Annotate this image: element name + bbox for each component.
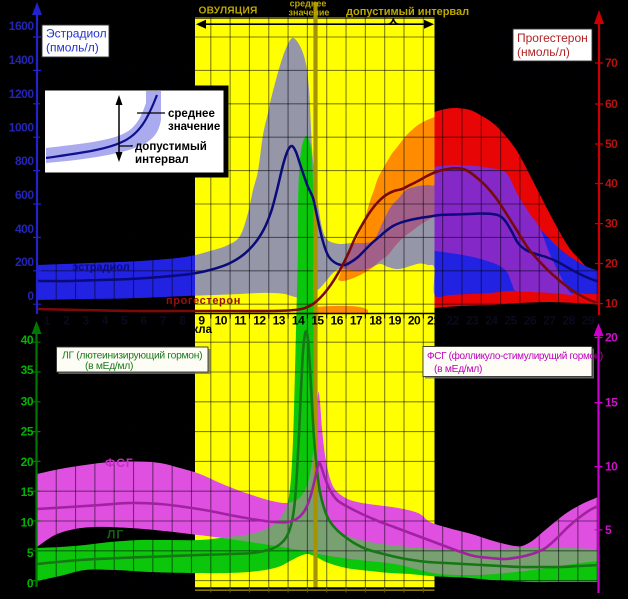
svg-text:(нмоль/л): (нмоль/л) — [517, 45, 570, 59]
svg-text:ЛГ: ЛГ — [107, 528, 124, 542]
svg-text:70: 70 — [605, 56, 618, 70]
svg-text:(пмоль/л): (пмоль/л) — [46, 41, 99, 55]
svg-text:7: 7 — [160, 314, 167, 328]
svg-text:1600: 1600 — [9, 19, 35, 33]
svg-text:10: 10 — [605, 460, 618, 474]
svg-text:19: 19 — [389, 314, 402, 328]
svg-text:11: 11 — [234, 314, 247, 328]
svg-text:3: 3 — [83, 314, 90, 328]
svg-text:4: 4 — [102, 314, 109, 328]
svg-text:400: 400 — [15, 222, 34, 236]
svg-text:ФСГ (фолликуло-стимулирущий го: ФСГ (фолликуло-стимулирущий гормон) — [427, 350, 603, 362]
svg-text:40: 40 — [605, 177, 618, 191]
svg-text:20: 20 — [408, 314, 421, 328]
svg-text:20: 20 — [605, 257, 618, 271]
svg-text:60: 60 — [605, 97, 618, 111]
svg-text:25: 25 — [504, 314, 517, 328]
svg-text:1400: 1400 — [9, 53, 35, 67]
svg-text:допустимый: допустимый — [135, 141, 207, 153]
svg-text:23: 23 — [466, 314, 479, 328]
svg-text:9: 9 — [198, 314, 205, 328]
svg-text:15: 15 — [605, 396, 618, 410]
svg-text:50: 50 — [605, 137, 618, 151]
svg-text:(в мЕд/мл): (в мЕд/мл) — [434, 364, 482, 375]
svg-text:18: 18 — [369, 314, 382, 328]
svg-text:22: 22 — [446, 314, 459, 328]
svg-text:21: 21 — [427, 314, 440, 328]
svg-text:ФСГ: ФСГ — [105, 456, 134, 470]
svg-text:день цикла: день цикла — [147, 324, 212, 336]
svg-text:14: 14 — [292, 314, 305, 328]
svg-text:Эстрадиол: Эстрадиол — [46, 27, 107, 41]
svg-text:значение: значение — [289, 8, 330, 18]
svg-text:1200: 1200 — [9, 87, 35, 101]
svg-text:10: 10 — [215, 314, 228, 328]
svg-text:600: 600 — [15, 188, 34, 202]
svg-text:30: 30 — [21, 395, 34, 409]
svg-text:800: 800 — [15, 154, 34, 168]
svg-text:28: 28 — [562, 314, 575, 328]
svg-text:интервал: интервал — [135, 154, 189, 166]
svg-text:40: 40 — [21, 333, 34, 347]
svg-text:0: 0 — [27, 289, 34, 303]
svg-text:26: 26 — [524, 314, 537, 328]
svg-text:17: 17 — [350, 314, 363, 328]
svg-text:20: 20 — [605, 331, 618, 345]
svg-text:5: 5 — [121, 314, 128, 328]
svg-text:(в мЕд/мл): (в мЕд/мл) — [85, 361, 133, 372]
svg-text:27: 27 — [543, 314, 556, 328]
svg-text:1: 1 — [44, 314, 51, 328]
svg-text:1000: 1000 — [9, 121, 35, 135]
svg-text:0: 0 — [27, 576, 34, 590]
svg-text:значение: значение — [168, 121, 220, 133]
svg-text:35: 35 — [21, 363, 34, 377]
svg-text:5: 5 — [27, 546, 34, 560]
svg-text:15: 15 — [21, 485, 34, 499]
svg-text:ОВУЛЯЦИЯ: ОВУЛЯЦИЯ — [199, 6, 258, 17]
svg-text:10: 10 — [21, 516, 34, 530]
svg-text:29: 29 — [582, 314, 595, 328]
svg-text:2: 2 — [63, 314, 70, 328]
svg-text:Прогестерон: Прогестерон — [517, 31, 588, 45]
svg-text:эстрадиол: эстрадиол — [72, 262, 129, 274]
svg-text:ЛГ (лютеинизирующий гормон): ЛГ (лютеинизирующий гормон) — [62, 351, 202, 362]
svg-text:25: 25 — [21, 425, 34, 439]
svg-text:16: 16 — [331, 314, 344, 328]
svg-text:допустимый интервал: допустимый интервал — [346, 6, 469, 18]
svg-text:прогестерон: прогестерон — [166, 295, 241, 307]
svg-text:среднее: среднее — [168, 108, 215, 120]
svg-text:10: 10 — [605, 297, 618, 311]
svg-text:5: 5 — [605, 523, 612, 537]
svg-text:24: 24 — [485, 314, 498, 328]
svg-text:200: 200 — [15, 255, 34, 269]
svg-text:20: 20 — [21, 455, 34, 469]
svg-text:30: 30 — [605, 217, 618, 231]
svg-text:среднее: среднее — [290, 0, 327, 9]
svg-text:8: 8 — [179, 314, 186, 328]
svg-text:6: 6 — [140, 314, 147, 328]
svg-text:13: 13 — [273, 314, 286, 328]
svg-text:12: 12 — [253, 314, 266, 328]
svg-text:15: 15 — [311, 314, 324, 328]
